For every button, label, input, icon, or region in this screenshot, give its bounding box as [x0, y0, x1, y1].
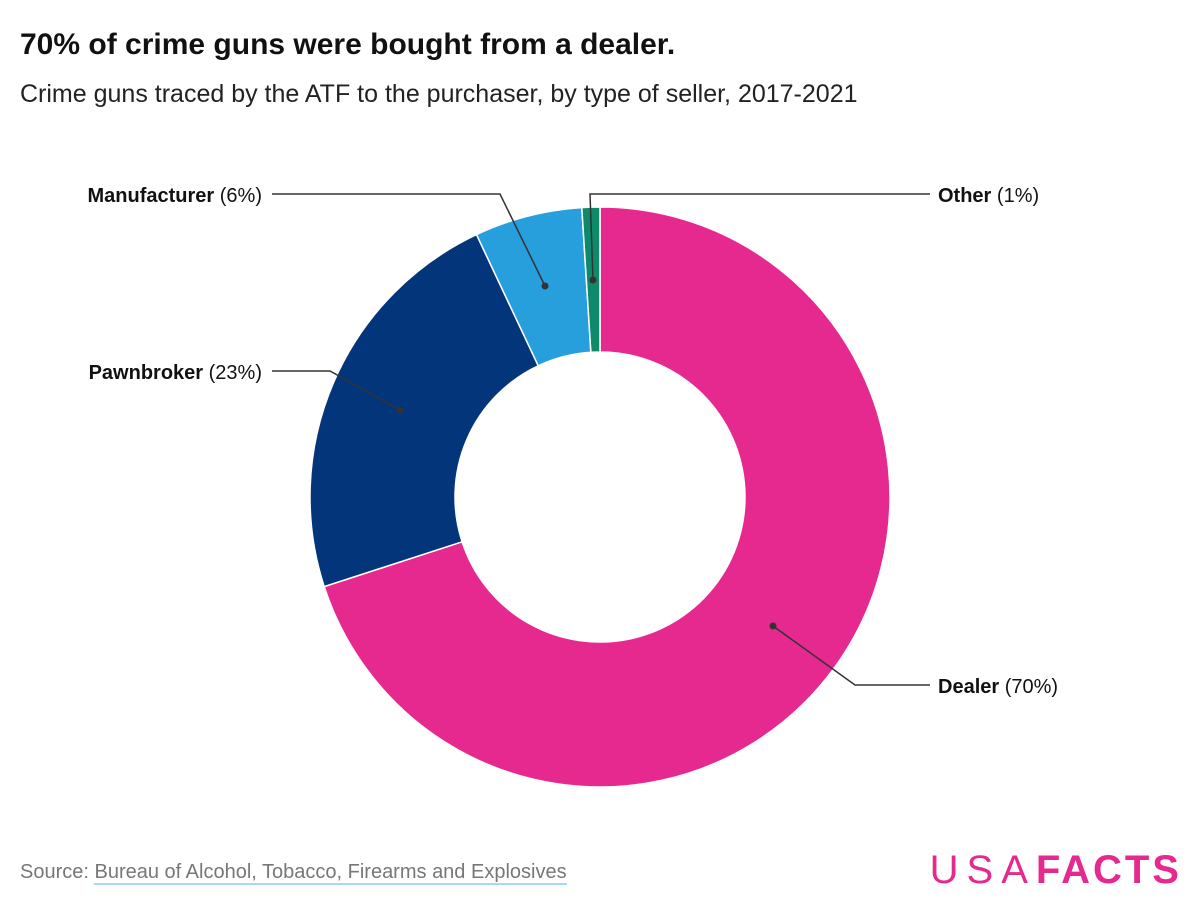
chart-title: 70% of crime guns were bought from a dea…	[20, 28, 676, 61]
leader-dot-pawnbroker	[396, 406, 404, 414]
leader-dot-manufacturer	[541, 282, 549, 290]
label-other: Other (1%)	[938, 185, 1039, 207]
slice-dealer	[323, 206, 891, 788]
leader-dot-other	[589, 276, 597, 284]
leader-other	[589, 193, 930, 281]
leader-dealer	[772, 625, 930, 686]
source-prefix: Source:	[20, 861, 95, 883]
label-manufacturer: Manufacturer (6%)	[88, 185, 263, 207]
usafacts-logo: USAFACTS	[929, 848, 1182, 892]
source-note: Source: Bureau of Alcohol, Tobacco, Fire…	[20, 861, 567, 885]
leader-pawnbroker	[272, 370, 401, 411]
leader-manufacturer	[272, 193, 546, 287]
slice-pawnbroker	[309, 233, 540, 588]
leader-dot-dealer	[769, 622, 777, 630]
label-pawnbroker: Pawnbroker (23%)	[89, 362, 262, 384]
chart-subtitle: Crime guns traced by the ATF to the purc…	[20, 80, 858, 108]
source-link[interactable]: Bureau of Alcohol, Tobacco, Firearms and…	[94, 861, 567, 885]
label-dealer: Dealer (70%)	[938, 676, 1058, 698]
